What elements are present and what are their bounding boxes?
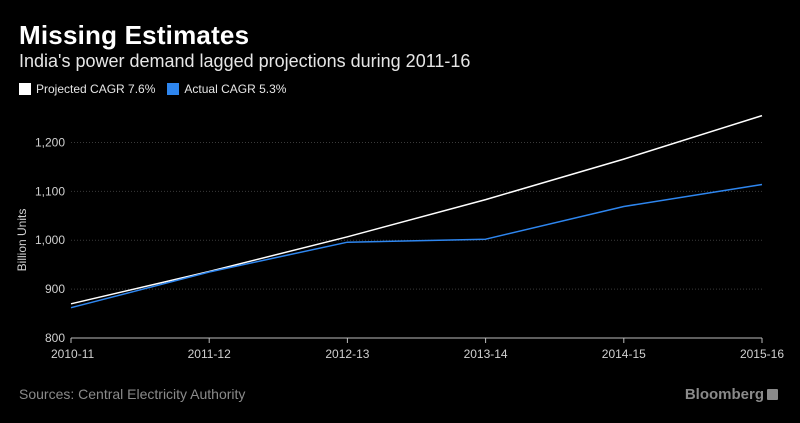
legend-label-projected: Projected CAGR 7.6% — [36, 82, 156, 96]
y-tick-label: 900 — [45, 282, 65, 296]
x-tick-label: 2014-15 — [602, 347, 646, 361]
legend: Projected CAGR 7.6% Actual CAGR 5.3% — [19, 82, 298, 96]
legend-item-projected: Projected CAGR 7.6% — [19, 82, 155, 96]
legend-label-actual: Actual CAGR 5.3% — [184, 82, 287, 96]
chart-title: Missing Estimates — [19, 20, 250, 50]
legend-swatch-actual — [167, 83, 180, 95]
y-tick-label: 800 — [45, 331, 65, 345]
y-axis-label: Billion Units — [15, 209, 29, 272]
x-tick-label: 2011-12 — [188, 347, 231, 361]
x-tick-label: 2013-14 — [464, 347, 508, 361]
bloomberg-logo: Bloomberg — [685, 386, 778, 403]
y-tick-label: 1,100 — [35, 184, 65, 198]
series-line-actual — [70, 183, 763, 309]
y-tick-label: 1,000 — [35, 233, 65, 247]
legend-swatch-projected — [19, 83, 31, 95]
series-line-projected — [70, 114, 763, 305]
legend-item-actual: Actual CAGR 5.3% — [167, 82, 286, 96]
bloomberg-logo-icon — [767, 389, 778, 400]
x-tick-label: 2010-11 — [51, 347, 94, 361]
y-tick-label: 1,200 — [35, 135, 65, 149]
brand-name: Bloomberg — [684, 386, 764, 403]
source-note: Sources: Central Electricity Authority — [19, 386, 246, 402]
chart-subtitle: India's power demand lagged projections … — [19, 51, 471, 71]
x-tick-label: 2015-16 — [740, 347, 784, 361]
x-tick-label: 2012-13 — [325, 347, 369, 361]
